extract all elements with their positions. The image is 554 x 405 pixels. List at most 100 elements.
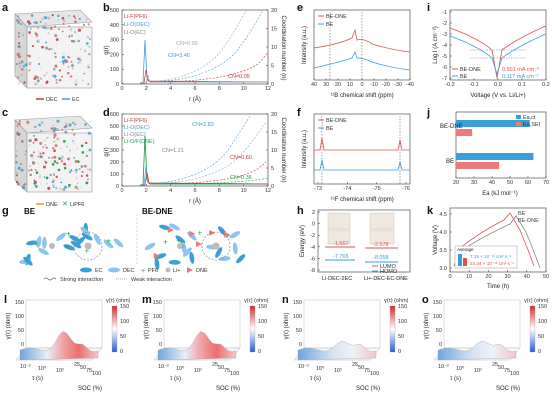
drt-o-soctick: 25: [492, 362, 498, 368]
drt-m-zlabel: γ(τ) (ohm): [144, 313, 150, 340]
j-xtick: 30: [471, 180, 477, 186]
drt-o-tautick: 10²: [474, 368, 482, 374]
b-ytick: 100: [110, 67, 119, 73]
legend-g-pf6: PF6: [148, 268, 158, 274]
curve-f-be-dne: [314, 137, 410, 151]
drt-o-ztick: 150: [433, 300, 442, 306]
drt-m-tautick: 10⁰: [176, 365, 185, 372]
b2-ytick: 0: [271, 82, 274, 88]
cn-label-d-1: CN=1.21: [162, 148, 184, 154]
e-xtick: -20: [382, 82, 390, 88]
ylabel2-b: Coordination number (n): [280, 15, 286, 80]
md-box-c: [14, 115, 93, 193]
drt-l-soctick: 50: [80, 365, 86, 371]
drt-l-tautick: 10²: [56, 368, 64, 374]
drt-l-ztick: 0: [21, 342, 24, 348]
panel-j: j 20 30 40 50 60 70 BE-DNE BE Ea (kJ mol⁻¹) E…: [426, 107, 549, 197]
value-h-1: -7.765: [333, 254, 349, 260]
bars-j: 20 30 40 50 60 70: [453, 120, 549, 186]
legend-c: DNE ✕ LiPF6: [36, 201, 84, 208]
curve-d-li-fpf6: [141, 171, 269, 186]
drt-o-ztick: 0: [439, 342, 442, 348]
legend-a: DEC EC: [36, 97, 80, 103]
j-xtick: 20: [453, 180, 459, 186]
panel-d-letter: d: [103, 107, 110, 119]
legend-a-ec: EC: [72, 97, 80, 103]
b2-ytick: 10: [271, 45, 277, 51]
d-ytick: 200: [110, 160, 119, 166]
drt-m-ztick: 100: [153, 314, 162, 320]
ylabel2-d: Coordination number (n): [280, 117, 286, 182]
d-xtick: 6: [193, 188, 196, 194]
b-xtick: 4: [169, 86, 172, 92]
plot-frame-k: [449, 207, 547, 273]
i-xtick: 0.0: [494, 82, 502, 88]
colorbar-n-tick: 150: [398, 304, 407, 310]
legend-j-0: Ea,ct: [523, 115, 536, 121]
panel-k-letter: k: [427, 205, 434, 217]
drt-n-tautick: 10²: [334, 368, 342, 374]
f-xtick: -75: [373, 186, 381, 192]
colorbar-o-tick: 150: [538, 304, 547, 310]
cn-curve-d-ec: [149, 121, 267, 185]
b-ytick: 300: [110, 38, 119, 44]
avg-k-1: 24.44 × 10⁻¹³ cm² s⁻¹: [470, 261, 514, 266]
drt-o-soctick: 100: [510, 371, 519, 377]
energy-levels-h: [325, 212, 398, 263]
panel-g: g BE BE-DNE + + + + + + + + + + EC DEC + PF6 Li+ …: [2, 205, 246, 283]
legend-h-homo: HOMO: [380, 269, 398, 275]
colorbar-l-label: γ(τ) (ohm): [106, 298, 131, 304]
drt-l-xlabel: τ (s): [32, 376, 43, 382]
b-xtick: 0: [120, 86, 123, 92]
drt-o-ztick: 50: [436, 328, 442, 334]
k-ytick: 4.5: [439, 212, 447, 218]
b-xtick: 10: [241, 86, 247, 92]
value-i-0: 0.501 mA cm⁻²: [502, 67, 539, 73]
drt-m-tautick: 10⁻²: [158, 364, 169, 370]
panel-a-letter: a: [2, 2, 9, 14]
b-ytick: 200: [110, 52, 119, 58]
drt-n-ztick: 150: [293, 300, 302, 306]
drt-o-soctick: 50: [498, 365, 504, 371]
legend-e: BE-DNE BE: [318, 14, 347, 28]
d2-ytick: 10: [271, 148, 277, 154]
cn-curve-b-ec: [149, 9, 247, 83]
drt-n-soctick: 25: [352, 362, 358, 368]
cn-label-d-2: CN=0.60: [230, 155, 252, 161]
legend-d: Li-F(PF6) Li-O(DEC) Li-O(EC) Li-O/F(DNE): [124, 118, 155, 145]
legend-g-weak: Weak interaction: [131, 277, 172, 283]
drt-m-ylabel: SOC (%): [216, 386, 240, 392]
panel-l-letter: l: [4, 294, 7, 306]
ylabel-h: Energy (eV): [300, 225, 306, 257]
xlabel-d: r (Å): [189, 198, 201, 205]
colorbar-m-tick: 50: [258, 334, 264, 340]
d-ytick: 400: [110, 136, 119, 142]
drt-o-tautick: 10⁻²: [438, 364, 449, 370]
cn-label-d-3: CN=0.36: [230, 175, 252, 181]
curves-b: [140, 9, 269, 84]
cn-label-d-0: CN=2.83: [192, 122, 214, 128]
axes-h: 2 0 -2 -4 -6 -8: [310, 210, 320, 274]
legend-b-1: Li-O(DEC): [124, 22, 150, 28]
b-xtick: 12: [265, 86, 271, 92]
solvation-schematic: ++++++++++: [19, 214, 246, 270]
b-ytick: 500: [110, 8, 119, 14]
drt-n-ztick: 50: [296, 328, 302, 334]
h-ytick: 0: [312, 222, 315, 228]
panel-h: h 2 0 -2 -4 -6 -8 Energy (eV) -1.567 -7.765 -…: [297, 205, 411, 282]
i-xtick: -0.1: [469, 82, 478, 88]
curves-f: [314, 116, 410, 184]
d-ytick: 500: [110, 124, 119, 130]
md-box-a: [14, 9, 93, 89]
legend-c-lipf6: LiPF6: [70, 202, 84, 208]
axes-i: -0.2 -0.1 0.0 0.1 0.2 -1 -2 -3 -4 -5 -6 -7: [442, 10, 550, 88]
h-ytick: -8: [310, 268, 315, 274]
panel-c-letter: c: [2, 107, 8, 119]
svg-text:+: +: [198, 229, 203, 238]
drt-n-tautick: 10⁻²: [298, 364, 309, 370]
legend-h: LUMO HOMO: [372, 264, 398, 275]
drt-o-xlabel: τ (s): [450, 376, 461, 382]
panel-i: i -0.2 -0.1 0.0 0.1 0.2 -1 -2 -3 -4 -5 -6 -7 Log I …: [427, 2, 550, 99]
curve-b-li-oec: [142, 74, 268, 84]
